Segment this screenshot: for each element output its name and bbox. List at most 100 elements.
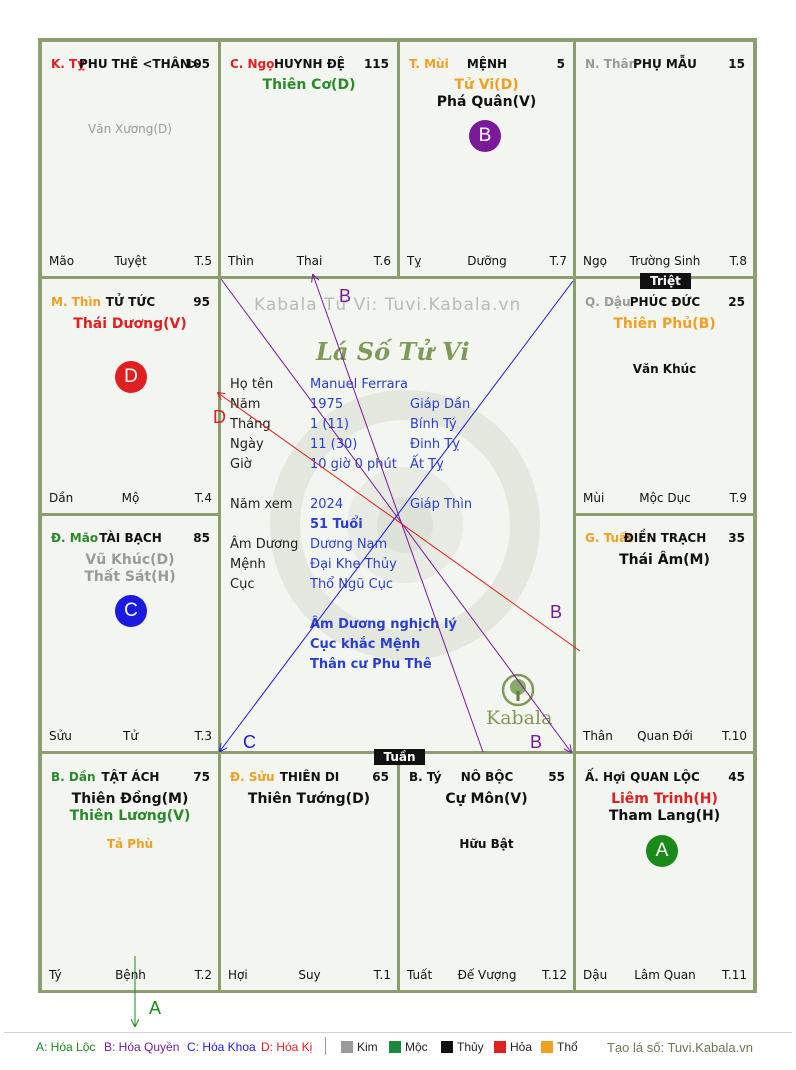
- arrow-label-b: B: [550, 602, 563, 622]
- palace-name: PHÚC ĐỨC: [629, 295, 701, 309]
- legend-hoa-loc: A: Hóa Lộc: [36, 1040, 96, 1054]
- arrow-label-b: B: [339, 286, 352, 306]
- minor-star: Văn Khúc: [632, 362, 697, 376]
- palace-tat-ach[interactable]: B. Dần TẬT ÁCH 75 Thiên Đồng(M) Thiên Lư…: [42, 754, 218, 990]
- palace-name: TẬT ÁCH: [101, 770, 160, 784]
- minor-star: Văn Xương(D): [88, 122, 172, 136]
- label-ho-ten: Họ tên: [230, 377, 274, 392]
- legend-hoa-khoa: C: Hóa Khoa: [187, 1040, 256, 1054]
- palace-menh[interactable]: T. Mùi MỆNH 5 Tử Vi(D) Phá Quân(V) B Tỵ …: [400, 42, 573, 276]
- footer-left: Dần: [49, 491, 74, 505]
- palace-number: 5: [556, 57, 565, 71]
- legend-kim: Kim: [341, 1040, 378, 1054]
- legend: A: Hóa Lộc B: Hóa Quyền C: Hóa Khoa D: H…: [0, 1037, 796, 1064]
- palace-no-boc[interactable]: B. Tý NÔ BỘC 55 Cự Môn(V) Hữu Bật Tuất Đ…: [400, 754, 573, 990]
- palace-name: ĐIỀN TRẠCH: [623, 531, 707, 545]
- palace-tai-bach[interactable]: Đ. Mão TÀI BẠCH 85 Vũ Khúc(D) Thất Sát(H…: [42, 516, 218, 751]
- can-chi: T. Mùi: [409, 57, 449, 71]
- nam-can-chi: Giáp Dần: [410, 397, 471, 412]
- footer-mid: Mộc Dục: [639, 491, 691, 505]
- tuoi: 51 Tuổi: [310, 517, 363, 532]
- label-menh: Mệnh: [230, 557, 266, 572]
- legend-divider: [4, 1032, 792, 1033]
- palace-tu-tuc[interactable]: M. Thìn TỬ TỨC 95 Thái Dương(V) D Dần Mộ…: [42, 279, 218, 513]
- main-star: Thái Dương(V): [73, 316, 187, 332]
- footer-right: T.7: [549, 254, 567, 268]
- footer-mid: Suy: [298, 968, 321, 982]
- palace-number: 105: [184, 57, 210, 71]
- palace-phu-mau[interactable]: N. Thân PHỤ MẪU 15 Ngọ Trường Sinh T.8: [576, 42, 753, 276]
- note-am-duong: Âm Dương nghịch lý: [310, 617, 457, 632]
- label-thang: Tháng: [230, 417, 271, 432]
- footer-mid: Bệnh: [115, 968, 146, 982]
- palace-number: 95: [193, 295, 210, 309]
- footer-mid: Dưỡng: [467, 254, 507, 268]
- palace-name: QUAN LỘC: [630, 770, 700, 784]
- palace-name: PHU THÊ <THÂN>: [78, 57, 201, 71]
- palace-number: 15: [728, 57, 745, 71]
- arrow-label-c: C: [243, 732, 256, 752]
- palace-quan-loc[interactable]: Ấ. Hợi QUAN LỘC 45 Liêm Trinh(H) Tham La…: [576, 754, 753, 990]
- footer-left: Dậu: [583, 968, 608, 982]
- palace-name: TỬ TỨC: [105, 295, 156, 309]
- legend-thuy: Thủy: [441, 1040, 484, 1054]
- footer-right: T.5: [194, 254, 212, 268]
- note-than: Thân cư Phu Thê: [310, 657, 432, 672]
- footer-mid: Quan Đới: [637, 729, 693, 743]
- footer-mid: Trường Sinh: [629, 254, 701, 268]
- footer-mid: Lâm Quan: [634, 968, 696, 982]
- nam-xem-can-chi: Giáp Thìn: [410, 497, 473, 512]
- palace-number: 75: [193, 770, 210, 784]
- footer-right: T.2: [194, 968, 212, 982]
- palace-number: 25: [728, 295, 745, 309]
- palace-dien-trach[interactable]: G. Tuất ĐIỀN TRẠCH 35 Thái Âm(M) Thân Qu…: [576, 516, 753, 751]
- footer-right: T.6: [373, 254, 391, 268]
- palace-name: HUYNH ĐỆ: [274, 57, 345, 71]
- menh: Đại Khe Thủy: [310, 557, 397, 572]
- footer-right: T.8: [729, 254, 747, 268]
- main-star: Liêm Trinh(H): [611, 791, 718, 807]
- main-star: Thiên Đồng(M): [71, 791, 189, 807]
- main-star: Thiên Phủ(B): [613, 316, 716, 332]
- am-duong: Dương Nam: [310, 537, 388, 552]
- label-nam: Năm: [230, 397, 261, 412]
- arrow-label-d: D: [213, 407, 226, 427]
- footer-right: T.3: [194, 729, 212, 743]
- palace-phu-the[interactable]: K. Tỵ PHU THÊ <THÂN> 105 Văn Xương(D) Mã…: [42, 42, 218, 276]
- palace-huynh-de[interactable]: C. Ngọ HUYNH ĐỆ 115 Thiên Cơ(D) Thìn Tha…: [221, 42, 397, 276]
- main-star: Cự Môn(V): [445, 791, 528, 807]
- can-chi: Ấ. Hợi: [585, 770, 626, 784]
- kabala-logo: Kabala: [483, 673, 553, 733]
- tuan-tag: Tuần: [374, 749, 425, 765]
- palace-phuc-duc[interactable]: Q. Dậu PHÚC ĐỨC 25 Thiên Phủ(B) Văn Khúc…: [576, 279, 753, 513]
- note-cuc: Cục khắc Mệnh: [310, 637, 421, 652]
- center-panel: Kabala Tử Vi: Tuvi.Kabala.vn Lá Số Tử Vi…: [221, 279, 573, 751]
- palace-thien-di[interactable]: Đ. Sửu THIÊN DI 65 Thiên Tướng(D) Hợi Su…: [221, 754, 397, 990]
- label-ngay: Ngày: [230, 437, 264, 452]
- legend-moc: Mộc: [389, 1040, 428, 1054]
- footer-left: Tuất: [407, 968, 433, 982]
- can-chi: M. Thìn: [51, 295, 102, 309]
- palace-name: MỆNH: [466, 57, 508, 71]
- footer-left: Mão: [49, 254, 75, 268]
- palace-number: 65: [372, 770, 389, 784]
- nam: 1975: [310, 397, 344, 412]
- cuc: Thổ Ngũ Cục: [310, 577, 394, 592]
- hoa-loc-circle: A: [646, 835, 678, 867]
- thang-can-chi: Bính Tý: [410, 417, 457, 432]
- footer-left: Tý: [49, 968, 62, 982]
- legend-source[interactable]: Tạo lá số: Tuvi.Kabala.vn: [607, 1040, 753, 1055]
- main-star: Vũ Khúc(D): [85, 552, 175, 568]
- gio-can-chi: Ất Tỵ: [410, 457, 444, 472]
- can-chi: K. Tỵ: [51, 57, 86, 71]
- footer-right: T.9: [729, 491, 747, 505]
- minor-star: Tả Phù: [106, 837, 154, 851]
- footer-left: Thìn: [228, 254, 254, 268]
- footer-right: T.10: [722, 729, 747, 743]
- tho-swatch: [541, 1041, 553, 1053]
- legend-separator: [325, 1037, 326, 1055]
- palace-number: 45: [728, 770, 745, 784]
- footer-right: T.4: [194, 491, 212, 505]
- main-star: Thái Âm(M): [619, 552, 710, 568]
- can-chi: C. Ngọ: [230, 57, 275, 71]
